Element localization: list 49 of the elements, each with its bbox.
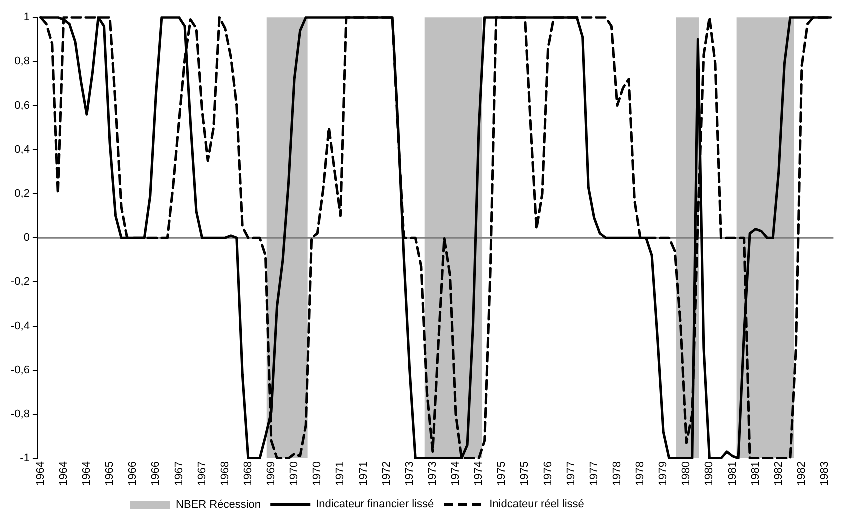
x-tick-label: 1974 [473,462,486,486]
y-tick-label: 0,4 [14,144,30,156]
x-tick-label: 1983 [819,462,832,486]
x-tick-label: 1965 [104,462,116,486]
x-tick-label: 1964 [81,462,93,486]
y-tick-label: -1 [20,452,30,465]
x-tick-label: 1981 [750,462,762,486]
y-tick-label: 0,8 [14,56,30,68]
y-tick-label: -0,8 [10,408,30,420]
y-tick-label: 1 [24,12,30,24]
x-tick-label: 1980 [704,462,716,486]
legend-label: Indicateur financier lissé [316,498,434,511]
x-tick-label: 1982 [772,462,785,486]
x-tick-label: 1968 [219,462,232,486]
x-tick-label: 1978 [611,462,624,486]
x-tick-label: 1969 [266,462,278,486]
x-tick-label: 1967 [196,462,208,486]
y-tick-label: -0,2 [10,276,30,288]
x-tick-label: 1980 [680,462,693,486]
x-tick-label: 1967 [173,462,186,486]
y-tick-label: -0,4 [10,320,30,332]
x-tick-label: 1977 [588,462,600,486]
x-tick-label: 1964 [58,462,70,486]
x-tick-label: 1971 [358,462,370,486]
x-tick-label: 1972 [380,462,393,486]
x-tick-label: 1970 [288,462,301,486]
x-tick-label: 1982 [796,462,808,486]
x-tick-label: 1966 [150,462,162,486]
x-tick-label: 1975 [496,462,508,486]
x-tick-label: 1966 [127,462,140,486]
x-tick-label: 1973 [426,462,439,486]
y-tick-label: 0,6 [14,100,30,112]
x-tick-label: 1977 [565,462,578,486]
text: NBER Récession [176,498,261,513]
x-tick-label: 1976 [542,462,554,486]
x-tick-label: 1964 [34,462,47,486]
x-tick-label: 1974 [450,462,462,486]
y-tick-label: -0,6 [10,364,30,376]
x-tick-label: 1979 [658,462,670,486]
x-tick-label: 1968 [242,462,254,486]
x-tick-label: 1971 [334,462,347,486]
x-tick-label: 1970 [312,462,324,486]
x-tick-label: 1981 [726,462,739,486]
y-tick-label: 0 [24,232,30,244]
x-tick-label: 1973 [404,462,416,486]
x-tick-label: 1975 [519,462,532,486]
y-tick-label: 0,2 [14,188,30,200]
legend-label: Inidcateur réel lissé [490,498,584,511]
x-tick-label: 1978 [634,462,647,486]
